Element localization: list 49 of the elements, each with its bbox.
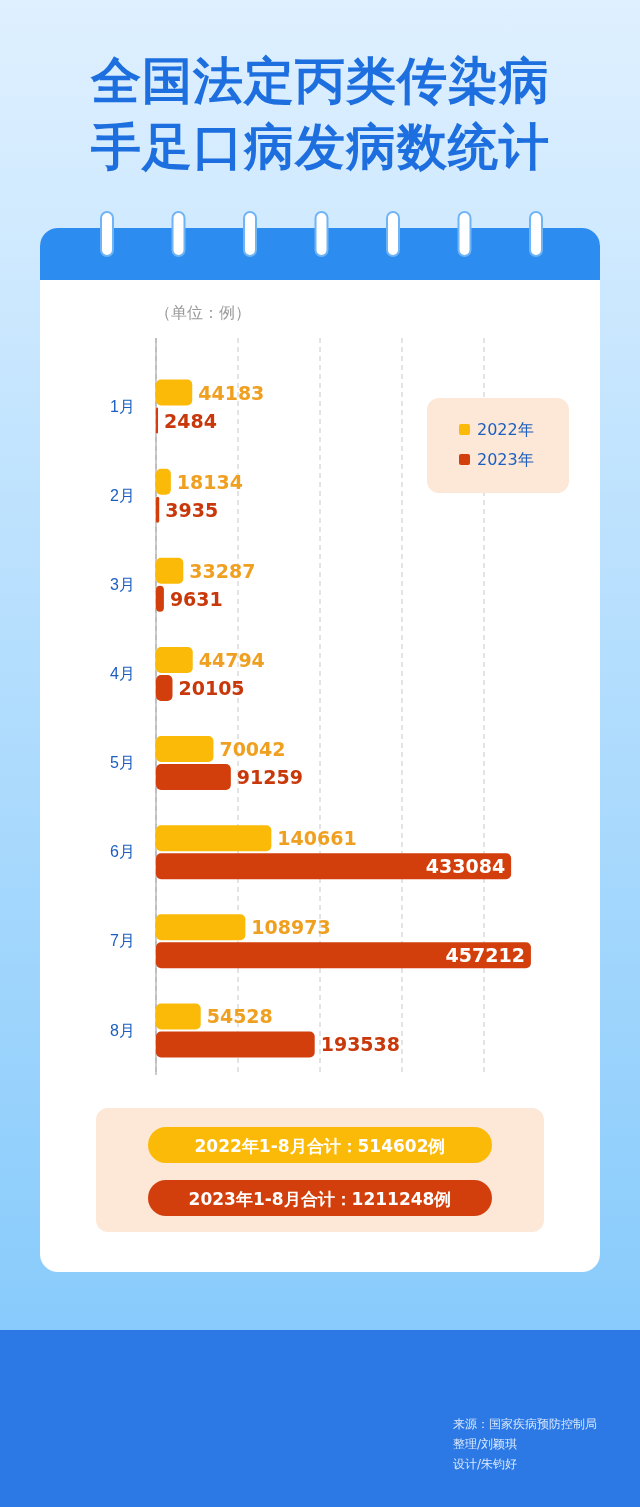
data-label: 44183 (198, 381, 265, 404)
bar (156, 496, 160, 523)
text: 2022年1-8月合计：514602例 (194, 1136, 446, 1156)
bar (156, 585, 164, 612)
data-label: 54528 (206, 1005, 273, 1028)
y-tick-label: 4月 (110, 665, 135, 683)
data-label: 9631 (169, 587, 223, 610)
y-tick-label: 5月 (110, 754, 135, 772)
legend-label: 2023年 (477, 450, 534, 469)
data-label: 193538 (320, 1033, 401, 1056)
data-label: 3935 (165, 498, 219, 521)
y-tick-label: 1月 (110, 397, 135, 415)
data-label: 91259 (236, 766, 303, 789)
bar (156, 825, 272, 852)
y-tick-label: 3月 (110, 575, 135, 593)
y-tick-label: 2月 (110, 486, 135, 504)
bar (156, 853, 512, 880)
text: 2023年1-8月合计：1211248例 (188, 1189, 452, 1209)
bar (156, 914, 246, 941)
data-label: 433084 (425, 855, 506, 878)
data-label: 33287 (189, 559, 256, 582)
bar (156, 407, 159, 434)
bar (156, 674, 173, 701)
bar (156, 764, 231, 791)
data-label: 108973 (251, 916, 331, 939)
data-label: 20105 (178, 676, 245, 699)
bar (156, 468, 171, 495)
y-tick-label: 6月 (110, 843, 135, 861)
data-label: 18134 (176, 470, 243, 493)
data-label: 457212 (445, 944, 525, 967)
source-note: 来源：国家疾病预防控制局 (453, 1417, 597, 1431)
y-tick-label: 8月 (110, 1021, 135, 1039)
data-label: 44794 (198, 648, 265, 671)
text: 设计/朱钧好 (453, 1457, 518, 1471)
legend-label: 2022年 (477, 420, 534, 439)
data-label: 140661 (277, 827, 357, 850)
chart-title: 全国法定丙类传染病手足口病发病数统计 (89, 51, 551, 178)
text: 整理/刘颖琪 (453, 1437, 518, 1451)
bar (156, 1031, 315, 1058)
bar (156, 942, 531, 969)
data-label: 70042 (219, 738, 286, 761)
bar (156, 736, 214, 763)
bar (156, 557, 184, 584)
bar (156, 1003, 201, 1030)
y-tick-label: 7月 (110, 932, 135, 950)
text: （单位：例） (155, 303, 251, 322)
bar (156, 646, 193, 673)
data-label: 2484 (164, 409, 217, 432)
bar (156, 379, 193, 406)
